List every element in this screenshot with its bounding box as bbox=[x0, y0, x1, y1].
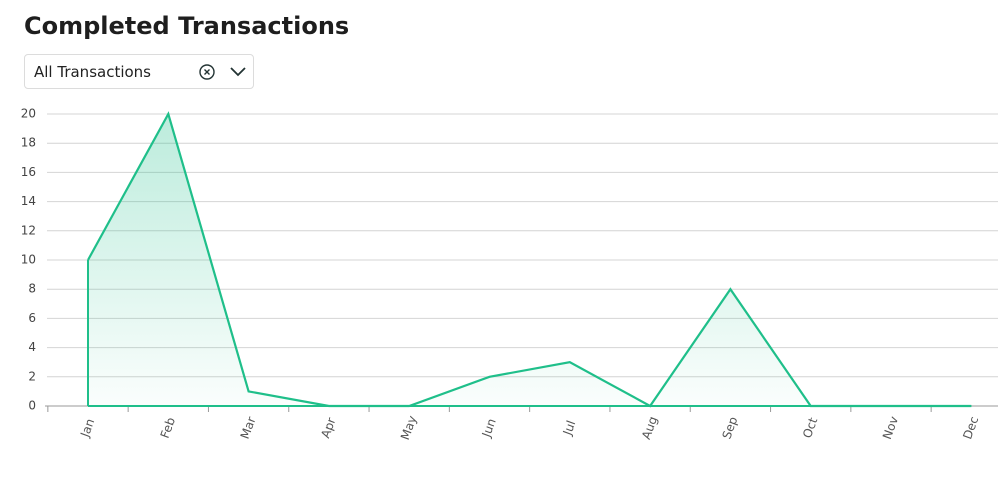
y-tick-label: 20 bbox=[21, 107, 36, 121]
x-tick-label: Oct bbox=[800, 415, 820, 440]
clear-icon[interactable] bbox=[199, 64, 215, 80]
dropdown-icons bbox=[199, 64, 246, 80]
chevron-icon[interactable] bbox=[230, 67, 246, 77]
filter-label: All Transactions bbox=[34, 63, 151, 81]
y-tick-label: 12 bbox=[21, 223, 36, 237]
y-tick-label: 16 bbox=[21, 165, 36, 179]
y-tick-label: 0 bbox=[28, 399, 36, 413]
y-tick-label: 8 bbox=[28, 282, 36, 296]
filter-dropdown[interactable]: All Transactions bbox=[24, 54, 254, 89]
x-tick-label: Apr bbox=[318, 416, 338, 440]
x-tick-label: Sep bbox=[719, 415, 740, 441]
x-tick-label: Jul bbox=[560, 419, 578, 438]
x-tick-label: Feb bbox=[158, 415, 178, 440]
chart: 0 2 4 6 8 10 12 14 16 18 20 Jan Feb Mar Apr May Jun Jul Au… bbox=[21, 107, 998, 442]
x-tick-label: May bbox=[398, 414, 420, 442]
y-tick-label: 4 bbox=[28, 340, 36, 354]
x-tick-label: Jun bbox=[479, 417, 499, 440]
x-tick-label: Dec bbox=[960, 415, 981, 442]
x-tick-label: Mar bbox=[238, 415, 259, 441]
area-fill bbox=[88, 114, 972, 406]
x-tick-label: Aug bbox=[639, 414, 660, 441]
clear-cross bbox=[204, 69, 210, 75]
y-tick-label: 2 bbox=[28, 369, 36, 383]
y-tick-label: 6 bbox=[28, 311, 36, 325]
area-line bbox=[87, 111, 972, 408]
y-tick-label: 18 bbox=[21, 136, 36, 150]
page-title: Completed Transactions bbox=[24, 12, 350, 40]
x-tick-label: Jan bbox=[77, 417, 97, 440]
x-tick-label: Nov bbox=[880, 414, 901, 441]
y-tick-label: 10 bbox=[21, 253, 36, 267]
y-tick-label: 14 bbox=[21, 194, 36, 208]
